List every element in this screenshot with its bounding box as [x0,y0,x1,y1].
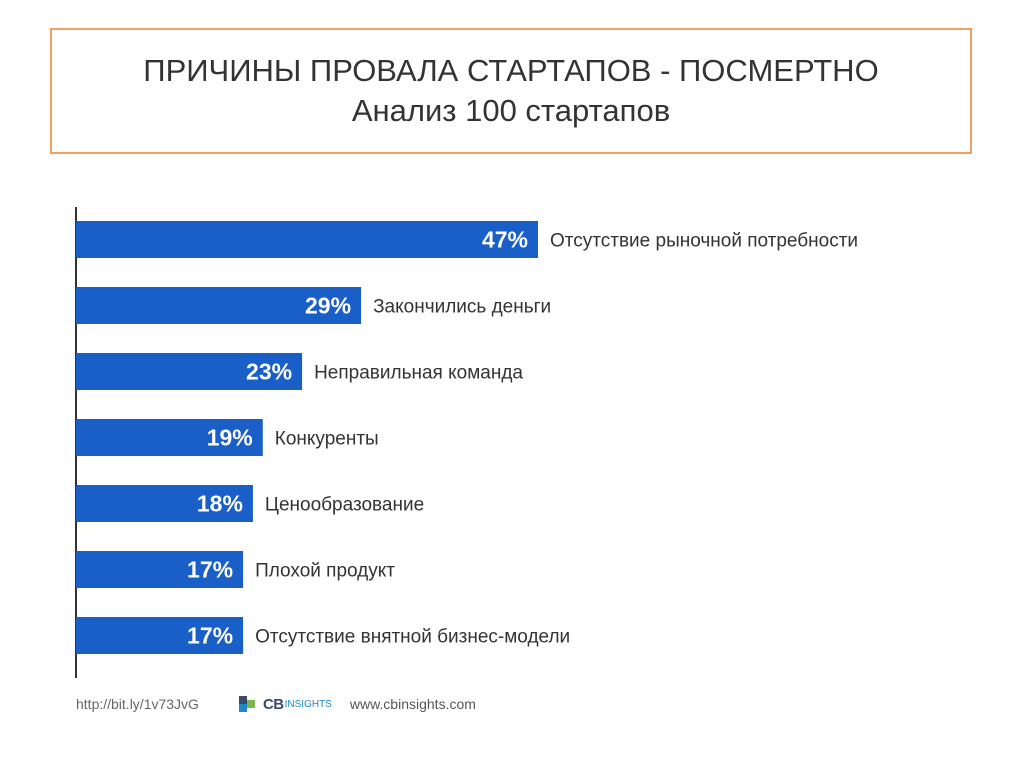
source-footer: http://bit.ly/1v73JvG CB INSIGHTS www.cb… [76,690,476,718]
cb-logo-suffix: INSIGHTS [284,698,332,710]
cb-logo-text: CB [262,695,284,713]
bar-2 [76,287,362,324]
cb-insights-logo: CB INSIGHTS [238,695,332,713]
bar-category-label-2: Закончились деньги [373,297,551,318]
bar-category-label-5: Ценообразование [265,495,424,516]
bar-1 [76,221,538,258]
bar-category-label-7: Отсутствие внятной бизнес-модели [255,627,570,648]
bar-7 [76,617,244,654]
bar-5 [76,485,253,522]
cb-logo-icon [238,695,261,713]
bar-value-label-2: 29% [305,293,351,319]
bar-6 [76,551,244,588]
bar-category-label-4: Конкуренты [275,429,379,450]
bar-value-label-4: 19% [207,425,253,451]
bar-category-label-6: Плохой продукт [255,561,395,582]
source-url[interactable]: http://bit.ly/1v73JvG [76,696,199,712]
title-main: ПРИЧИНЫ ПРОВАЛА СТАРТАПОВ - ПОСМЕРТНО [143,53,879,88]
source-website[interactable]: www.cbinsights.com [349,696,476,712]
title-subtitle: Анализ 100 стартапов [351,93,671,128]
bar-value-label-3: 23% [246,359,292,385]
title-box: ПРИЧИНЫ ПРОВАЛА СТАРТАПОВ - ПОСМЕРТНО Ан… [50,28,972,154]
bar-4 [76,419,263,456]
bar-value-label-7: 17% [187,623,233,649]
bar-category-label-1: Отсутствие рыночной потребности [550,231,858,252]
bar-value-label-1: 47% [482,227,528,253]
bar-value-label-5: 18% [197,491,243,517]
bar-category-label-3: Неправильная команда [314,363,523,384]
bar-3 [76,353,303,390]
bar-value-label-6: 17% [187,557,233,583]
